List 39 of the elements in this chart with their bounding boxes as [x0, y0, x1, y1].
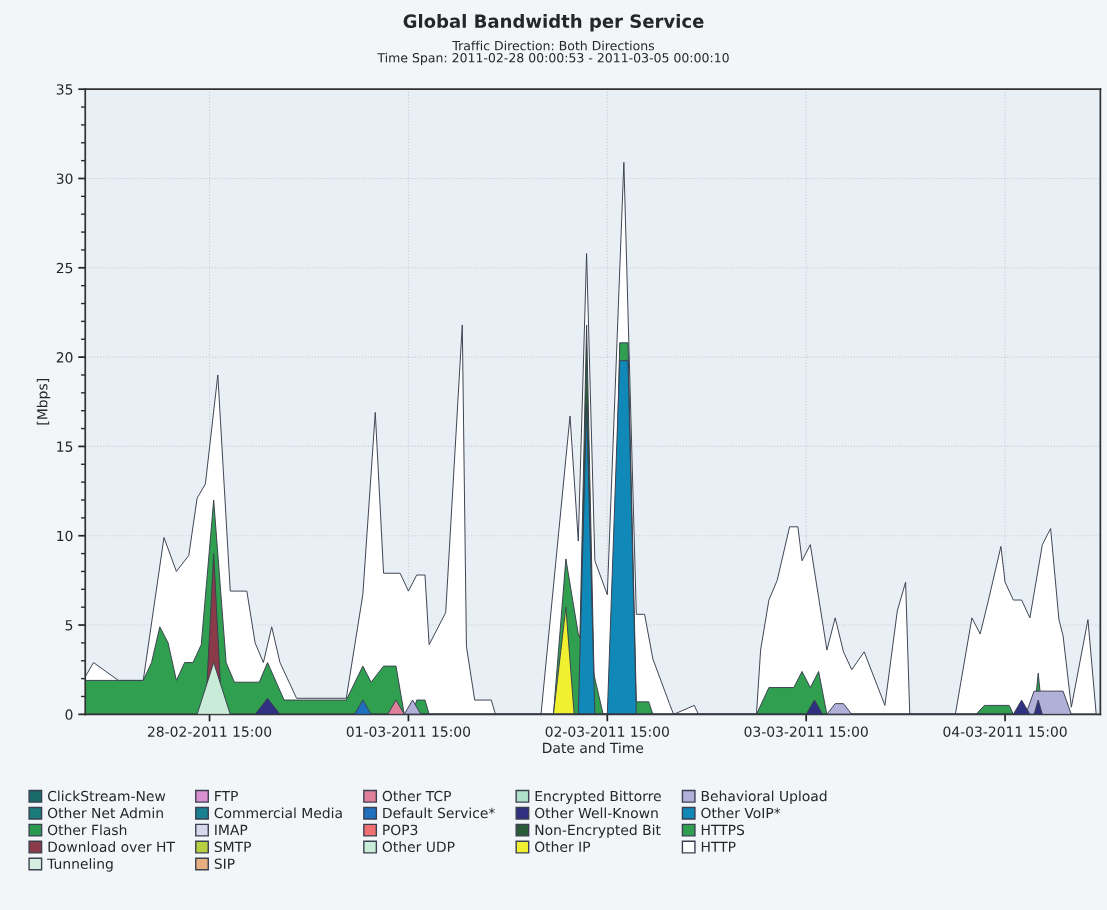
legend-label: ClickStream-New [47, 790, 166, 802]
x-tick-label: 02-03-2011 15:00 [545, 726, 669, 737]
y-tick-label: 15 [57, 441, 73, 452]
y-tick-label: 5 [65, 620, 73, 631]
legend-label: HTTP [701, 841, 736, 852]
y-tick-label: 0 [65, 709, 73, 720]
x-tick-label: 04-03-2011 15:00 [943, 726, 1067, 737]
legend-label: FTP [215, 790, 238, 802]
y-tick-label: 20 [56, 352, 73, 363]
legend-label: Encrypted Bittorre [535, 790, 661, 804]
legend-label: SMTP [214, 841, 251, 853]
legend-label: Download over HT [48, 841, 175, 853]
x-tick-label: 03-03-2011 15:00 [744, 726, 868, 737]
legend-label: Other IP [535, 841, 591, 853]
legend-label: Non-Encrypted Bit [535, 824, 661, 838]
legend-label: Other UDP [382, 841, 455, 853]
legend-label: POP3 [383, 824, 418, 836]
y-axis-title: [Mbps] [36, 379, 51, 425]
legend-label: SIP [214, 858, 235, 869]
legend-label: Other Flash [47, 824, 127, 836]
x-tick-label: 01-03-2011 15:00 [346, 726, 471, 737]
x-axis-title: Date and Time [543, 742, 644, 754]
legend-label: Behavioral Upload [701, 790, 827, 804]
legend-label: Tunneling [47, 858, 113, 872]
y-tick-label: 25 [56, 262, 73, 274]
legend-label: Other TCP [382, 790, 452, 802]
x-tick-label: 28-02-2011 15:00 [147, 726, 272, 737]
legend-label: Other VoIP* [701, 807, 781, 819]
legend-label: Commercial Media [214, 807, 342, 819]
legend-label: Other Well-Known [535, 807, 658, 819]
chart-subtitle: Traffic Direction: Both Directions Time Span: 2011-02-28 00:00:53 - 2011-03-05 00:00:10 [377, 40, 729, 65]
chart-title: Global Bandwidth per Service [403, 14, 704, 32]
legend-label: HTTPS [701, 824, 745, 836]
legend-label: Other Net Admin [47, 807, 163, 819]
legend-label: Default Service* [383, 807, 495, 819]
y-tick-label: 30 [56, 173, 73, 184]
legend-label: IMAP [215, 824, 248, 835]
y-tick-label: 35 [56, 84, 73, 95]
y-tick-label: 10 [57, 530, 73, 542]
